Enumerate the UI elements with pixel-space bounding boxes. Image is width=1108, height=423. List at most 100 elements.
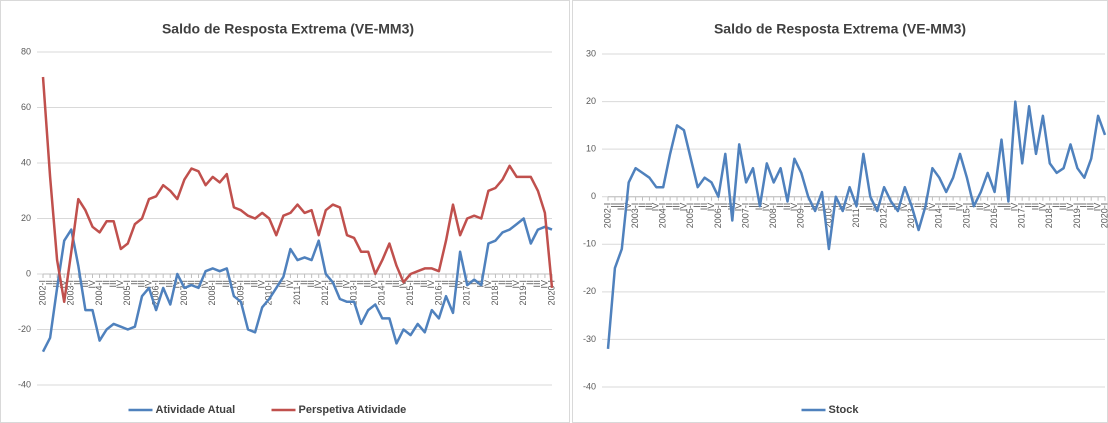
x-tick-label: IV (1037, 203, 1047, 212)
x-tick-label: III (165, 280, 175, 288)
x-tick-label: 2014-I (377, 280, 387, 306)
x-tick-label: 2010-I (823, 203, 833, 229)
x-tick-label: 2004-I (658, 203, 668, 229)
x-tick-label: III (1003, 203, 1013, 211)
y-tick-label: 80 (21, 46, 31, 56)
x-tick-label: IV (761, 203, 771, 212)
x-tick-label: 2012-I (878, 203, 888, 229)
y-tick-label: -20 (583, 286, 596, 296)
x-tick-label: III (504, 280, 514, 288)
x-tick-label: 2003-I (630, 203, 640, 229)
x-tick-label: II (996, 203, 1006, 208)
x-tick-label: IV (954, 203, 964, 212)
x-tick-label: 2006-I (713, 203, 723, 229)
y-tick-label: 20 (586, 96, 596, 106)
x-tick-label: 2019-I (1072, 203, 1082, 229)
y-tick-label: 0 (591, 191, 596, 201)
x-tick-label: IV (454, 280, 464, 289)
x-tick-label: 2006-I (150, 280, 160, 306)
x-tick-label: III (363, 280, 373, 288)
x-tick-label: III (1086, 203, 1096, 211)
x-tick-label: IV (483, 280, 493, 289)
series-line (606, 100, 1107, 350)
x-tick-label: II (101, 280, 111, 285)
x-tick-label: II (129, 280, 139, 285)
x-tick-label: 2016-I (989, 203, 999, 229)
x-tick-label: III (1030, 203, 1040, 211)
x-tick-label: 2008-I (768, 203, 778, 229)
y-tick-label: 10 (586, 144, 596, 154)
x-tick-label: IV (285, 280, 295, 289)
x-tick-label: 2009-I (796, 203, 806, 229)
x-tick-label: IV (87, 280, 97, 289)
series-line (41, 76, 554, 304)
x-tick-label: 2008-I (207, 280, 217, 306)
x-tick-label: III (108, 280, 118, 288)
x-tick-label: II (885, 203, 895, 208)
x-tick-label: II (775, 203, 785, 208)
x-tick-label: IV (257, 280, 267, 289)
y-tick-label: -30 (583, 334, 596, 344)
x-tick-label: IV (143, 280, 153, 289)
y-tick-label: 60 (21, 102, 31, 112)
x-tick-label: II (299, 280, 309, 285)
x-tick-label: II (186, 280, 196, 285)
x-tick-label: II (637, 203, 647, 208)
x-tick-label: 2020-I (1099, 203, 1108, 229)
x-tick-label: 2005-I (685, 203, 695, 229)
x-tick-label: IV (1065, 203, 1075, 212)
x-tick-label: 2009-I (235, 280, 245, 306)
x-tick-label: II (1079, 203, 1089, 208)
x-tick-label: IV (816, 203, 826, 212)
x-tick-label: II (73, 280, 83, 285)
x-tick-label: II (356, 280, 366, 285)
x-tick-label: IV (511, 280, 521, 289)
x-tick-label: II (158, 280, 168, 285)
x-tick-label: II (440, 280, 450, 285)
x-tick-label: 2017-I (462, 280, 472, 306)
x-tick-label: 2002-I (37, 280, 47, 306)
x-tick-label: III (837, 203, 847, 211)
y-tick-label: -10 (583, 239, 596, 249)
x-tick-label: IV (1010, 203, 1020, 212)
x-tick-label: 2014-I (934, 203, 944, 229)
panel (572, 0, 1108, 423)
x-tick-label: 2013-I (906, 203, 916, 229)
x-tick-label: IV (172, 280, 182, 289)
chart-title: Saldo de Resposta Extrema (VE-MM3) (714, 21, 966, 37)
y-tick-label: -20 (18, 324, 31, 334)
x-tick-label: IV (426, 280, 436, 289)
x-tick-label: III (699, 203, 709, 211)
x-tick-label: IV (706, 203, 716, 212)
x-tick-label: III (306, 280, 316, 288)
x-tick-label: III (1058, 203, 1068, 211)
x-tick-label: 2005-I (122, 280, 132, 306)
x-tick-label: IV (623, 203, 633, 212)
x-tick-label: IV (844, 203, 854, 212)
x-tick-label: II (214, 280, 224, 285)
y-tick-label: 20 (21, 213, 31, 223)
x-tick-label: 2017-I (1017, 203, 1027, 229)
chart-title: Saldo de Resposta Extrema (VE-MM3) (162, 21, 414, 37)
x-tick-label: II (242, 280, 252, 285)
x-tick-label: II (913, 203, 923, 208)
x-tick-label: III (278, 280, 288, 288)
x-tick-label: II (747, 203, 757, 208)
x-tick-label: IV (789, 203, 799, 212)
x-tick-label: III (249, 280, 259, 288)
x-tick-label: IV (200, 280, 210, 289)
x-tick-label: IV (927, 203, 937, 212)
x-tick-label: IV (313, 280, 323, 289)
x-tick-label: III (865, 203, 875, 211)
x-tick-label: II (692, 203, 702, 208)
x-tick-label: IV (982, 203, 992, 212)
y-tick-label: 30 (586, 48, 596, 58)
x-tick-label: IV (341, 280, 351, 289)
x-tick-label: 2013-I (348, 280, 358, 306)
x-tick-label: II (858, 203, 868, 208)
x-tick-label: IV (398, 280, 408, 289)
y-tick-label: 0 (26, 268, 31, 278)
x-tick-label: III (782, 203, 792, 211)
x-tick-label: 2018-I (1044, 203, 1054, 229)
